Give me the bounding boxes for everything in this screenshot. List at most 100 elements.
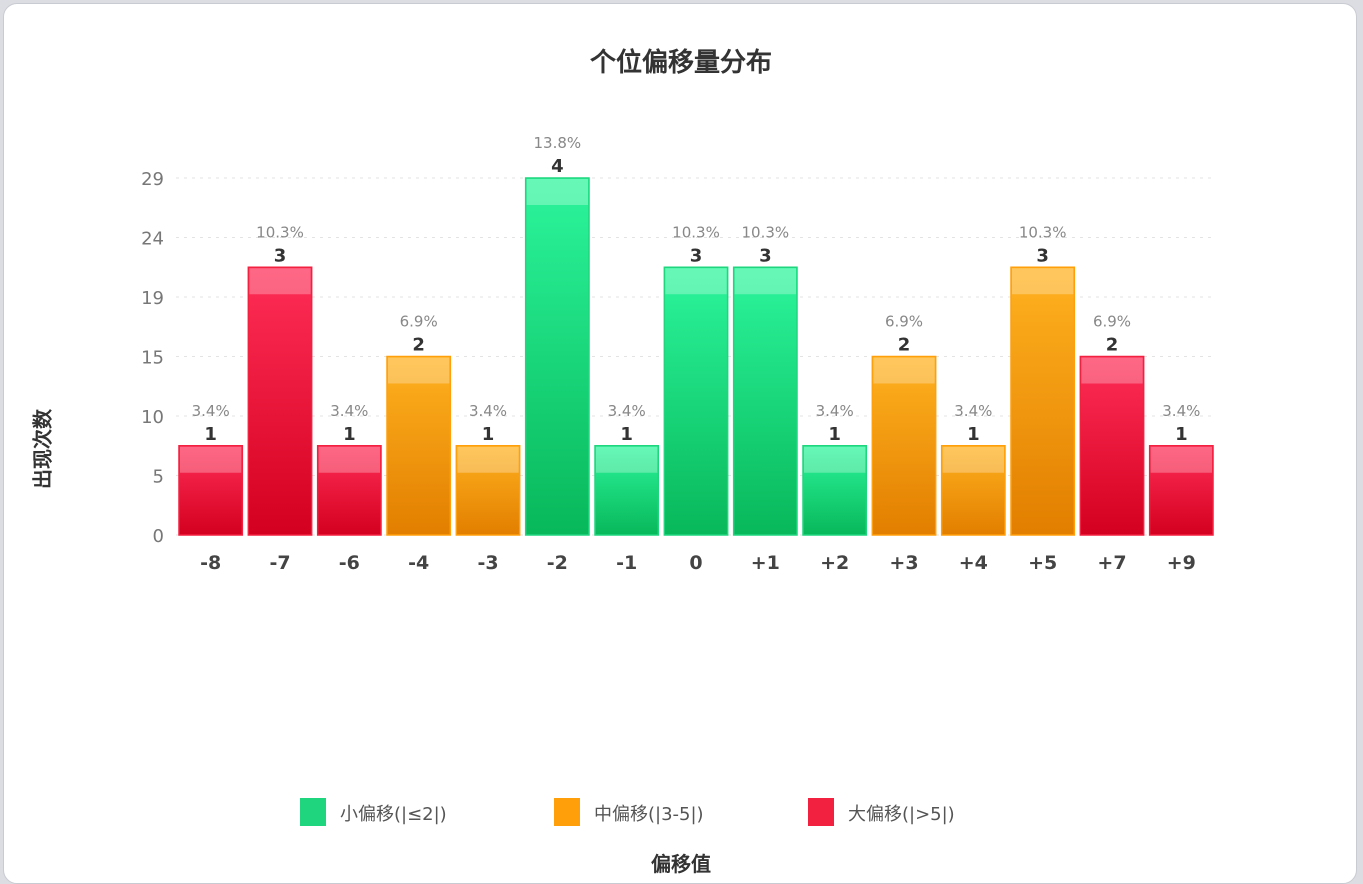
bar-percent-label: 3.4%	[192, 402, 230, 420]
bar-highlight	[596, 446, 658, 473]
x-tick-label: +1	[751, 552, 780, 574]
bar--4[interactable]	[386, 355, 452, 536]
legend-label-medium: 中偏移(|3-5|)	[594, 804, 704, 825]
bar-highlight	[734, 268, 796, 295]
x-tick-label: 0	[689, 552, 702, 574]
chart-card: 个位偏移量分布 0 5 10 15 19 24 29 1 3.4% 3 10.3% 1 3.4% 2 6.…	[3, 3, 1357, 884]
bar-value-label: 1	[1175, 424, 1188, 445]
legend-label-small: 小偏移(|≤2|)	[340, 804, 447, 825]
bar-highlight	[388, 357, 450, 384]
bar-percent-label: 6.9%	[885, 313, 923, 331]
chart-title: 个位偏移量分布	[589, 48, 772, 78]
bar-body	[732, 266, 798, 536]
bar-0[interactable]	[663, 266, 729, 536]
x-tick-label: +4	[959, 552, 988, 574]
bar-percent-label: 3.4%	[954, 402, 992, 420]
bar-body	[1079, 355, 1145, 536]
x-tick-label: +7	[1097, 552, 1126, 574]
bar-highlight	[665, 268, 727, 295]
bar-value-label: 2	[1106, 335, 1119, 356]
y-tick-label: 29	[141, 169, 164, 190]
legend-swatch-small	[300, 798, 326, 826]
bar-highlight	[873, 357, 935, 384]
bar-+4[interactable]	[940, 445, 1006, 536]
x-tick-label: -6	[339, 552, 360, 574]
bar-highlight	[942, 446, 1004, 473]
bar-body	[871, 355, 937, 536]
bar-body	[802, 445, 868, 536]
bar-+7[interactable]	[1079, 355, 1145, 536]
bar-highlight	[457, 446, 519, 473]
x-tick-label: -2	[547, 552, 568, 574]
x-tick-label: +2	[820, 552, 849, 574]
bar--1[interactable]	[594, 445, 660, 536]
legend-swatch-large	[808, 798, 834, 826]
bar-+2[interactable]	[802, 445, 868, 536]
x-tick-label: +9	[1167, 552, 1196, 574]
bar-percent-label: 10.3%	[742, 223, 790, 241]
bar--6[interactable]	[316, 445, 382, 536]
bar-percent-label: 6.9%	[400, 313, 438, 331]
bar-highlight	[526, 179, 588, 205]
bar-body	[1148, 445, 1214, 536]
bar-highlight	[180, 446, 242, 473]
bar-value-label: 1	[343, 424, 356, 445]
bar--8[interactable]	[178, 445, 244, 536]
bar-value-label: 2	[898, 335, 911, 356]
bar-highlight	[804, 446, 866, 473]
bar-+1[interactable]	[732, 266, 798, 536]
x-axis-ticks: -8 -7 -6 -4 -3 -2 -1 0 +1 +2 +3 +4 +5 +7 +9	[200, 552, 1196, 574]
bar-value-label: 1	[204, 424, 217, 445]
bar-percent-label: 13.8%	[534, 134, 582, 152]
bars	[178, 177, 1214, 536]
bar-value-label: 3	[274, 245, 287, 266]
x-tick-label: -1	[616, 552, 637, 574]
bar-percent-label: 3.4%	[608, 402, 646, 420]
bar-body	[455, 445, 521, 536]
bar-percent-label: 10.3%	[256, 223, 304, 241]
bar-percent-label: 3.4%	[469, 402, 507, 420]
bar-body	[524, 177, 590, 536]
bar-percent-label: 10.3%	[1019, 223, 1067, 241]
bar--2[interactable]	[524, 177, 590, 536]
y-tick-label: 5	[153, 467, 164, 488]
bar-value-label: 1	[967, 424, 980, 445]
bar-highlight	[1012, 268, 1074, 295]
bar-+3[interactable]	[871, 355, 937, 536]
y-tick-label: 15	[141, 348, 164, 369]
bar--7[interactable]	[247, 266, 313, 536]
bar-highlight	[318, 446, 380, 473]
bar-highlight	[1081, 357, 1143, 384]
y-tick-label: 19	[141, 288, 164, 309]
bar-highlight	[1150, 446, 1212, 473]
x-tick-label: -3	[477, 552, 498, 574]
y-tick-label: 0	[153, 526, 164, 547]
bar-highlight	[249, 268, 311, 295]
x-tick-label: -4	[408, 552, 429, 574]
y-tick-label: 24	[141, 229, 164, 250]
legend-swatch-medium	[554, 798, 580, 826]
bar-body	[178, 445, 244, 536]
bar-body	[940, 445, 1006, 536]
x-tick-label: +5	[1028, 552, 1057, 574]
x-axis-title: 偏移值	[651, 852, 711, 876]
y-axis-ticks: 0 5 10 15 19 24 29	[141, 169, 164, 547]
bar-body	[316, 445, 382, 536]
y-tick-label: 10	[141, 407, 164, 428]
bar-labels: 1 3.4% 3 10.3% 1 3.4% 2 6.9% 1 3.4% 4 13.8% 1 3.4% 3 10…	[192, 134, 1201, 445]
bar-value-label: 4	[551, 156, 564, 177]
bar--3[interactable]	[455, 445, 521, 536]
bar-percent-label: 3.4%	[816, 402, 854, 420]
bar-value-label: 1	[620, 424, 633, 445]
bar-percent-label: 10.3%	[672, 223, 720, 241]
bar-+5[interactable]	[1010, 266, 1076, 536]
bar-+9[interactable]	[1148, 445, 1214, 536]
bar-body	[386, 355, 452, 536]
bar-body	[1010, 266, 1076, 536]
bar-percent-label: 3.4%	[330, 402, 368, 420]
bar-body	[663, 266, 729, 536]
x-tick-label: -7	[269, 552, 290, 574]
bar-value-label: 3	[690, 245, 703, 266]
bar-value-label: 2	[412, 335, 425, 356]
